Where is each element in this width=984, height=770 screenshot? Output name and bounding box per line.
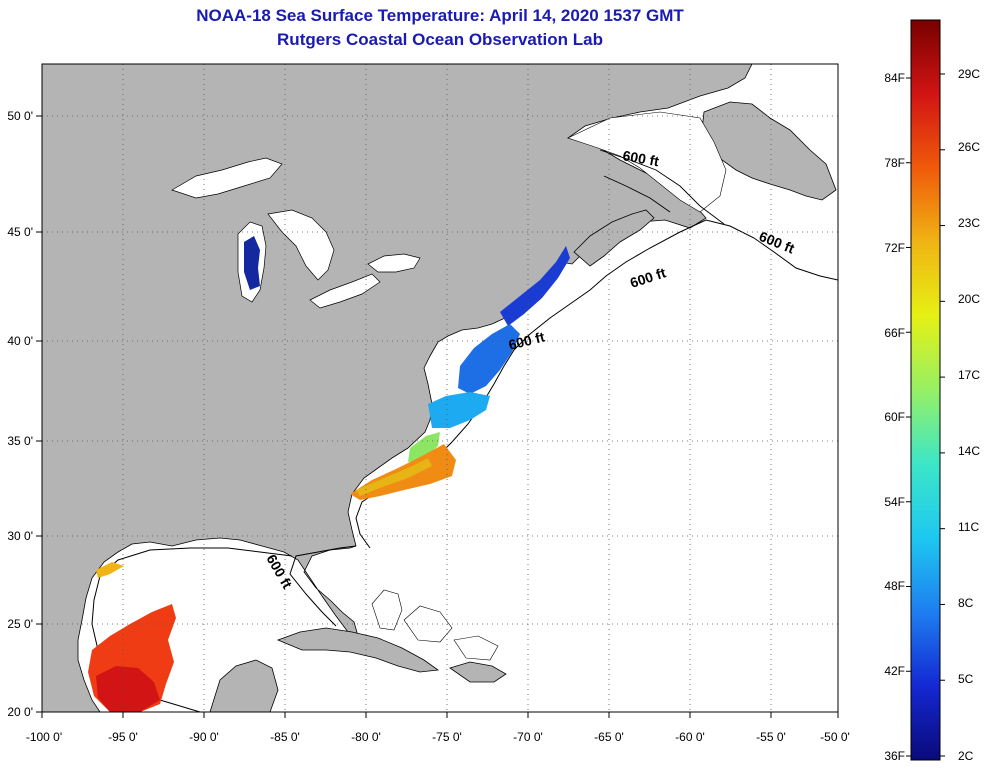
colorbar-c-label: 20C — [958, 292, 980, 306]
lon-label: -90 0' — [189, 730, 219, 744]
colorbar-c-label: 26C — [958, 140, 980, 154]
isobath-label: 600 ft — [621, 147, 660, 169]
colorbar-f-label: 66F — [884, 326, 905, 340]
colorbar-c-label: 29C — [958, 67, 980, 81]
lon-label: -70 0' — [513, 730, 543, 744]
colorbar — [910, 19, 941, 761]
sst-mid-atlantic — [458, 324, 520, 394]
lat-label: 45 0' — [7, 225, 33, 239]
colorbar-f-label: 60F — [884, 410, 905, 424]
colorbar-c-label: 11C — [958, 520, 979, 534]
lat-label: 40 0' — [7, 334, 33, 348]
sst-west-gulf-coast — [96, 562, 124, 578]
colorbar-c-label: 14C — [958, 444, 980, 458]
land-nova-scotia — [573, 209, 655, 267]
lon-label: -50 0' — [820, 730, 850, 744]
colorbar-c-label: 2C — [958, 749, 974, 763]
colorbar-ticks — [906, 73, 945, 757]
colorbar-f-label: 54F — [884, 495, 905, 509]
colorbar-f-label: 42F — [884, 664, 905, 678]
lat-label: 50 0' — [7, 109, 33, 123]
colorbar-c-label: 8C — [958, 596, 974, 610]
map-frame — [41, 63, 839, 713]
lon-label: -80 0' — [351, 730, 381, 744]
lat-label: 30 0' — [7, 529, 33, 543]
lake-huron — [267, 209, 335, 281]
lake-ontario — [367, 253, 421, 273]
lon-label: -60 0' — [675, 730, 705, 744]
colorbar-f-label: 78F — [884, 156, 905, 170]
lon-label: -55 0' — [756, 730, 786, 744]
lon-label: -65 0' — [594, 730, 624, 744]
map-title: NOAA-18 Sea Surface Temperature: April 1… — [196, 6, 684, 25]
lat-label: 25 0' — [7, 617, 33, 631]
sst-gulf-of-maine — [500, 246, 570, 326]
lon-label: -85 0' — [270, 730, 300, 744]
colorbar-c-label: 17C — [958, 368, 980, 382]
sst-gulf-stream-core — [356, 458, 432, 496]
colorbar-f-label: 72F — [884, 241, 905, 255]
sst-nc-shelf — [428, 392, 490, 428]
sst-lake-michigan — [244, 236, 260, 290]
colorbar-f-label: 84F — [884, 71, 905, 85]
colorbar-f-label: 36F — [884, 749, 905, 763]
isobath-gulf-st-lawrence — [599, 149, 725, 225]
graticule — [42, 64, 838, 712]
land-cuba — [276, 627, 440, 673]
colorbar-c-label: 5C — [958, 672, 974, 686]
lake-superior — [171, 157, 283, 199]
lat-label: 20 0' — [7, 705, 33, 719]
sst-gulf-of-mexico-warm — [96, 666, 160, 712]
lon-label: -95 0' — [108, 730, 138, 744]
land-hispaniola — [449, 661, 507, 683]
lon-label: -100 0' — [26, 730, 62, 744]
frame-ticks — [36, 115, 839, 718]
bahamas-banks — [371, 589, 499, 661]
map-subtitle: Rutgers Coastal Ocean Observation Lab — [277, 30, 603, 49]
lake-erie — [309, 273, 381, 309]
lat-label: 35 0' — [7, 434, 33, 448]
colorbar-c-label: 23C — [958, 216, 980, 230]
colorbar-f-label: 48F — [884, 579, 905, 593]
lon-label: -75 0' — [432, 730, 462, 744]
land-yucatan — [209, 659, 279, 712]
sst-hatteras — [408, 432, 440, 462]
